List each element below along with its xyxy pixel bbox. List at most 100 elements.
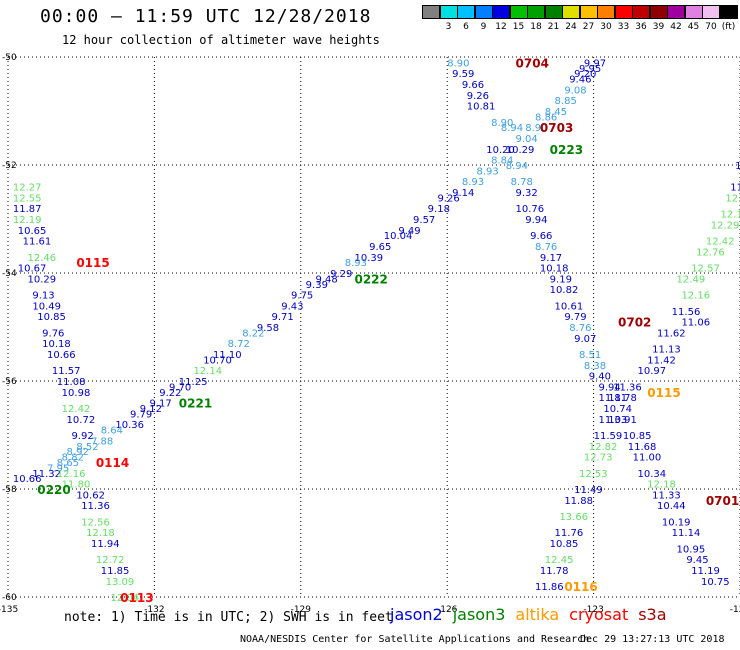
wave-height-label: 11.00 [633,453,662,464]
color-swatch-label: 27 [582,22,595,32]
satellite-altika: altika [515,605,560,624]
wave-height-label: 10.18 [42,339,71,350]
wave-height-label: 11.19 [691,566,720,577]
wave-height-label: 10.81 [467,102,496,113]
wave-height-label: 9.65 [369,242,391,253]
pass-time-label: 0115 [76,256,109,270]
lat-tick-label: -60 [2,593,17,603]
pass-time-labels: 0704 0703 0223 0115 0222 0702 0221 0115 0114 0220… [37,56,739,605]
color-swatch-label: 3 [445,22,452,32]
pass-time-label: 0115 [647,386,680,400]
wave-height-label: 10.82 [550,285,579,296]
footer-timestamp: Dec 29 13:27:13 UTC 2018 [580,634,725,645]
pass-time-label: 0223 [550,143,583,157]
wave-height-label: 12.14 [193,366,222,377]
wave-height-label: 13.66 [559,512,588,523]
wave-height-label: 8.64 [101,426,123,437]
satellite-cryosat: cryosat [569,605,629,624]
wave-height-label: 12.82 [589,442,618,453]
wave-height-label: 10.72 [67,415,96,426]
wave-height-label: 10.29 [506,145,535,156]
wave-height-label: 9.48 [315,274,337,285]
wave-height-label: 11.25 [179,377,208,388]
wave-height-label: 9.13 [32,291,54,302]
wave-height-label: 10.66 [13,474,42,485]
color-swatch-label: 21 [547,22,560,32]
wave-height-label: 10.75 [701,577,730,588]
lat-tick-label: -50 [2,53,17,63]
wave-height-label: 8.90 [525,123,547,134]
wave-height-label: 11.49 [574,485,603,496]
lon-tick-label: -135 [0,605,18,615]
wave-height-label: 10.20 [486,145,515,156]
wave-height-label: 11.57 [52,366,81,377]
wave-height-label: 10.62 [76,490,105,501]
color-swatch-label: 36 [635,22,647,32]
color-swatch-label: 30 [600,22,612,32]
wave-height-label: 10.97 [638,366,667,377]
pass-time-label: 0701 [706,494,739,508]
wave-height-label: 12.56 [81,517,110,528]
wave-height-label: 9.08 [564,85,586,96]
color-swatch-label: (ft) [721,22,736,32]
color-swatch [719,5,738,19]
wave-height-label: 9.49 [398,226,420,237]
wave-height-label: 12.42 [62,404,91,415]
wave-height-label: 9.04 [516,134,538,145]
wave-height-label: 12.46 [28,253,57,264]
wave-height-label: 10.85 [37,312,66,323]
wave-height-label: 9.79 [564,312,586,323]
wave-height-label: 9.66 [530,231,552,242]
wave-height-label: 10.39 [354,253,383,264]
wave-height-label: 11.87 [13,204,42,215]
wave-height-label: 12.04 [110,593,139,604]
wave-height-label: 8.85 [555,96,577,107]
wave-height-label: 9.95 [579,64,601,75]
lat-tick-label: -52 [2,161,17,171]
wave-height-label: 8.86 [535,112,557,123]
wave-height-label: 8.76 [535,242,557,253]
wave-height-label: 12.87 [725,193,740,204]
wave-height-label: 11.42 [647,355,676,366]
wave-height-label: 8.93 [476,166,498,177]
wave-height-label: 10.19 [662,517,691,528]
satellite-s3a: s3a [638,605,667,624]
wave-height-label: 12.57 [691,264,720,275]
wave-height-label: 12.42 [706,237,735,248]
pass-time-label: 0222 [354,272,387,286]
wave-height-label: 11.14 [672,528,701,539]
wave-height-label: 11.88 [564,496,593,507]
wave-height-label: 12.45 [545,555,574,566]
wave-height-label: 9.07 [574,334,596,345]
satellite-jason3: jason3 [452,605,506,624]
map-title: 00:00 – 11:59 UTC 12/28/2018 [40,6,372,27]
wave-height-label: 8.90 [447,58,469,69]
wave-height-label: 8.84 [491,156,513,167]
wave-height-label: 10.85 [550,539,579,550]
color-swatch-label: 12 [495,22,507,32]
satellite-legend: jason2 jason3 altika cryosat s3a [390,605,677,624]
pass-time-label: 0221 [179,397,212,411]
wave-height-label: 12.16 [57,469,86,480]
wave-height-label: 8.93 [462,177,484,188]
color-swatch-label: 9 [480,22,487,32]
color-swatch-label: 39 [652,22,665,32]
wave-height-label: 10.76 [516,204,545,215]
wave-height-label: 12.55 [13,193,42,204]
wave-height-label: 10.66 [47,350,76,361]
wave-height-label: 12.16 [720,210,740,221]
wave-height-label: 8.72 [228,339,250,350]
wave-height-label: 11.61 [23,237,52,248]
wave-height-label: 12.49 [677,274,706,285]
wave-height-label: 11.81 [598,393,627,404]
wave-height-label: 9.76 [42,328,64,339]
lon-tick-label: -123 [583,605,603,615]
lat-tick-label: -54 [2,269,17,279]
wave-height-label: 11.68 [628,442,657,453]
wave-height-label: 7.95 [47,463,69,474]
wave-height-label: 9.57 [413,215,435,226]
wave-height-readings: 9.979.959.209.469.088.858.458.868.909.04… [13,58,740,604]
wave-height-label: 9.29 [330,269,352,280]
wave-height-label: 11.56 [672,307,701,318]
